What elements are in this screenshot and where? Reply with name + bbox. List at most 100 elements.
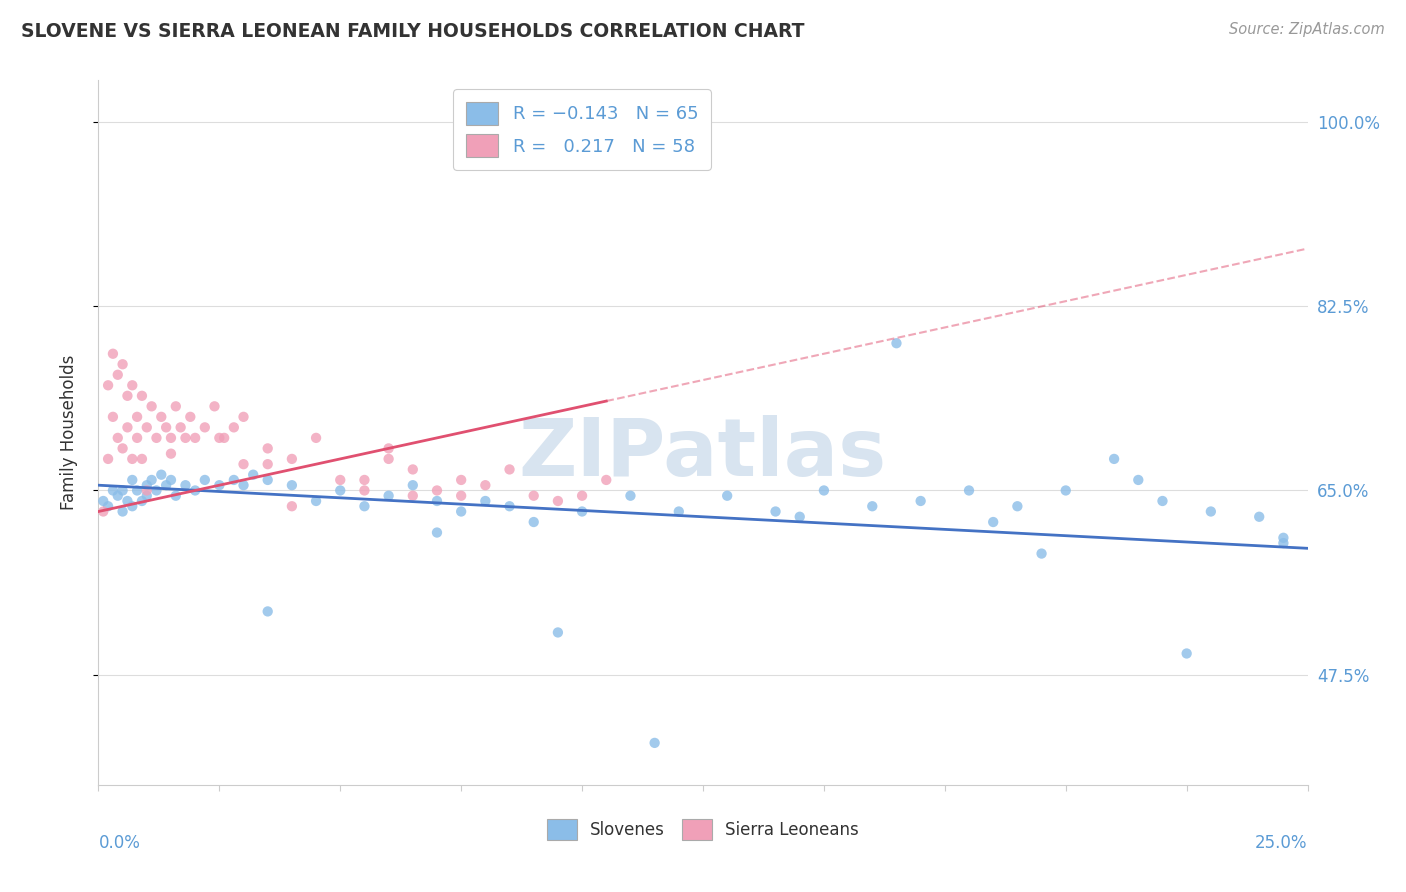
Point (1199, 504, 1222, 518)
Point (121, 473, 143, 487)
Point (184, 431, 207, 445)
Point (595, 473, 617, 487)
Point (97, 451, 120, 466)
Point (668, 504, 690, 518)
Text: 25.0%: 25.0% (1256, 834, 1308, 852)
Point (426, 494, 449, 508)
Point (127, 431, 149, 445)
Point (194, 420, 217, 434)
Point (256, 442, 278, 456)
Point (111, 504, 134, 518)
Point (450, 473, 472, 487)
Point (402, 478, 425, 492)
Text: Source: ZipAtlas.com: Source: ZipAtlas.com (1229, 22, 1385, 37)
Point (222, 473, 245, 487)
Point (402, 462, 425, 476)
Point (1102, 451, 1125, 466)
Point (1272, 531, 1295, 545)
Point (135, 489, 157, 503)
Text: ZIPatlas: ZIPatlas (519, 415, 887, 492)
Point (165, 489, 187, 503)
Point (353, 473, 375, 487)
Point (450, 489, 472, 503)
Point (353, 483, 375, 498)
Point (121, 378, 143, 392)
Point (281, 478, 304, 492)
Point (150, 409, 173, 424)
Point (97, 500, 120, 514)
Point (474, 478, 496, 492)
Point (179, 409, 201, 424)
Point (256, 473, 278, 487)
Point (111, 483, 134, 498)
Point (716, 489, 738, 503)
Point (256, 457, 278, 471)
Point (957, 483, 980, 498)
Point (169, 420, 191, 434)
Point (498, 500, 520, 514)
Point (107, 489, 129, 503)
Point (402, 489, 425, 503)
Point (107, 368, 129, 382)
Point (155, 478, 177, 492)
Point (117, 420, 139, 434)
Text: 0.0%: 0.0% (98, 834, 141, 852)
Point (981, 515, 1004, 529)
Point (789, 509, 811, 524)
Point (135, 478, 157, 492)
Point (1272, 536, 1295, 550)
Point (222, 420, 245, 434)
Point (145, 483, 167, 498)
Point (135, 420, 157, 434)
Point (547, 494, 569, 508)
Point (131, 389, 153, 403)
Point (377, 442, 399, 456)
Point (450, 504, 472, 518)
Point (135, 483, 157, 498)
Text: SLOVENE VS SIERRA LEONEAN FAMILY HOUSEHOLDS CORRELATION CHART: SLOVENE VS SIERRA LEONEAN FAMILY HOUSEHO… (21, 22, 804, 41)
Point (1031, 547, 1053, 561)
Point (91, 494, 114, 508)
Point (547, 625, 569, 640)
Point (474, 494, 496, 508)
Point (208, 431, 231, 445)
Point (117, 389, 139, 403)
Point (813, 483, 835, 498)
Point (1054, 483, 1077, 498)
Point (174, 478, 197, 492)
Point (256, 604, 278, 618)
Point (523, 489, 546, 503)
Point (426, 525, 449, 540)
Point (101, 347, 124, 361)
Point (174, 431, 197, 445)
Point (523, 515, 546, 529)
Point (886, 336, 908, 351)
Point (194, 473, 217, 487)
Point (232, 457, 254, 471)
Point (353, 500, 375, 514)
Point (97, 378, 120, 392)
Point (860, 500, 883, 514)
Point (111, 357, 134, 371)
Point (619, 489, 641, 503)
Point (127, 409, 149, 424)
Point (101, 483, 124, 498)
Point (160, 431, 183, 445)
Point (1128, 473, 1150, 487)
Point (131, 451, 153, 466)
Point (910, 494, 932, 508)
Point (305, 494, 328, 508)
Point (91, 504, 114, 518)
Point (305, 431, 328, 445)
Point (165, 400, 187, 414)
Point (107, 431, 129, 445)
Point (377, 489, 399, 503)
Point (212, 431, 235, 445)
Point (208, 478, 231, 492)
Point (329, 483, 352, 498)
Point (329, 473, 352, 487)
Point (765, 504, 787, 518)
Point (644, 736, 666, 750)
Point (232, 478, 254, 492)
Point (117, 494, 139, 508)
